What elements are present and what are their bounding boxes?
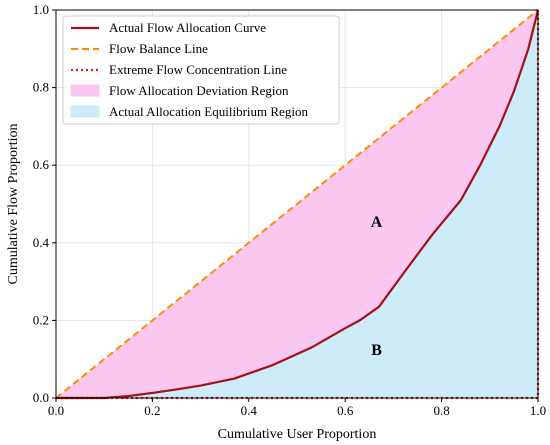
x-tick-label: 0.6 bbox=[337, 403, 354, 418]
legend-label: Actual Flow Allocation Curve bbox=[109, 20, 266, 35]
legend-swatch bbox=[70, 84, 100, 97]
region-annotations: AB bbox=[371, 214, 383, 359]
legend-box bbox=[62, 15, 340, 125]
region-label-a: A bbox=[371, 214, 383, 231]
x-tick-label: 0.0 bbox=[48, 403, 64, 418]
x-tick-label: 0.8 bbox=[433, 403, 449, 418]
flow-balance-line bbox=[55, 9, 539, 399]
legend-label: Actual Allocation Equilibrium Region bbox=[109, 104, 308, 119]
y-tick-label: 0.8 bbox=[33, 80, 49, 95]
legend-label: Flow Allocation Deviation Region bbox=[109, 83, 289, 98]
y-tick-label: 0.0 bbox=[33, 390, 49, 405]
x-tick-label: 1.0 bbox=[530, 403, 546, 418]
plot-frame bbox=[55, 9, 539, 399]
y-tick-label: 0.2 bbox=[33, 312, 49, 327]
axis-ticks: 0.0 0.2 0.4 0.6 0.8 1.0 0.0 0.2 0.4 0.6 0.8 1.0 bbox=[33, 2, 546, 418]
x-tick-label: 0.4 bbox=[241, 403, 258, 418]
y-tick-label: 0.6 bbox=[33, 157, 50, 172]
equilibrium-region bbox=[56, 10, 538, 398]
actual-flow-curve bbox=[56, 9, 540, 400]
legend-swatch bbox=[70, 105, 100, 118]
legend-label: Extreme Flow Concentration Line bbox=[109, 62, 287, 77]
legend: Actual Flow Allocation Curve Flow Balance… bbox=[62, 15, 340, 125]
x-axis-title: Cumulative User Proportion bbox=[218, 427, 377, 442]
legend-label: Flow Balance Line bbox=[109, 41, 208, 56]
y-tick-label: 0.4 bbox=[33, 235, 50, 250]
x-tick-label: 0.2 bbox=[144, 403, 160, 418]
y-axis-title: Cumulative Flow Proportion bbox=[6, 124, 21, 285]
region-label-b: B bbox=[371, 342, 382, 359]
y-tick-label: 1.0 bbox=[33, 2, 49, 17]
